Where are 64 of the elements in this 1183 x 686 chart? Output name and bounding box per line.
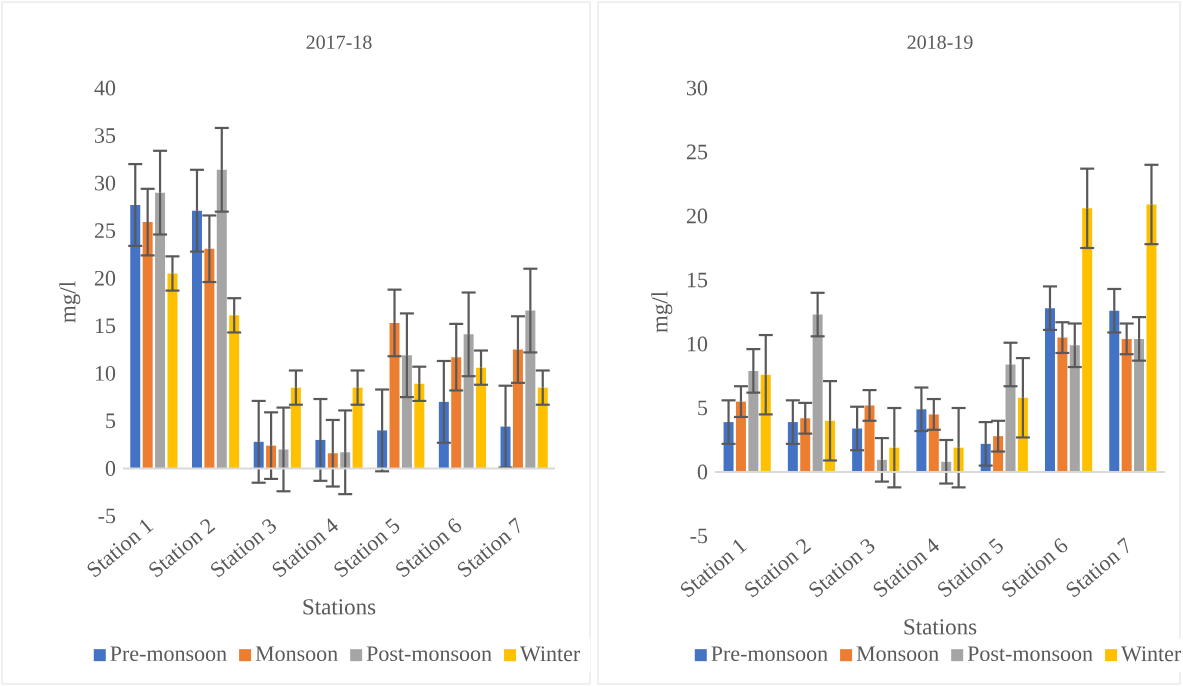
chart-title: 2018-19 (907, 35, 973, 49)
bar (1121, 338, 1132, 473)
bar (476, 367, 487, 469)
bar (463, 334, 474, 469)
legend-label: Post-monsoon (366, 646, 492, 662)
legend-label: Winter (1121, 646, 1182, 662)
bar (130, 205, 141, 469)
bar (812, 314, 823, 473)
y-tick-label: 5 (698, 400, 708, 416)
bar (537, 387, 548, 469)
bar (1146, 204, 1157, 473)
y-tick-label: 20 (94, 270, 116, 286)
chart-title: 2017-18 (306, 35, 372, 50)
y-tick-label: 10 (687, 336, 708, 352)
bar (1005, 364, 1016, 473)
bar (1109, 310, 1120, 473)
bar (1069, 345, 1080, 473)
bar (1134, 338, 1145, 473)
y-tick-label: 0 (105, 461, 116, 476)
y-tick-label: 30 (687, 80, 708, 96)
y-axis-title: mg/l (59, 281, 81, 323)
y-tick-label: 35 (95, 128, 116, 143)
legend-label: Post-monsoon (967, 646, 1093, 662)
legend-label: Pre-monsoon (110, 646, 227, 662)
y-tick-label: 10 (95, 365, 116, 381)
bar (142, 222, 153, 469)
y-tick-label: 25 (94, 223, 116, 239)
bar (191, 210, 202, 469)
bar (748, 370, 759, 473)
y-tick-label: 25 (686, 144, 708, 160)
legend-label: Pre-monsoon (711, 646, 828, 662)
bar (512, 349, 523, 469)
bar (525, 310, 536, 469)
y-tick-label: 40 (94, 80, 116, 96)
y-tick-label: -5 (98, 508, 116, 524)
legend-label: Winter (520, 646, 581, 662)
bar (389, 322, 400, 469)
legend-label: Monsoon (856, 646, 939, 662)
bar (1057, 337, 1068, 473)
x-axis-title: Stations (303, 599, 376, 615)
bar (155, 192, 166, 469)
y-tick-label: 5 (106, 413, 116, 429)
y-tick-label: 15 (687, 272, 708, 288)
bar (735, 401, 746, 473)
bar (401, 355, 412, 469)
bar (800, 418, 811, 473)
y-tick-label: -5 (690, 528, 708, 544)
bar (229, 315, 240, 469)
bar (1044, 308, 1055, 473)
y-axis-title: mg/l (651, 291, 673, 333)
x-axis-title: Stations (904, 619, 977, 635)
y-tick-label: 0 (697, 464, 708, 480)
y-tick-label: 30 (95, 175, 116, 191)
bar (414, 383, 425, 469)
y-tick-label: 15 (95, 318, 116, 334)
bar (204, 248, 215, 469)
bar (1082, 208, 1093, 473)
bar (167, 273, 178, 469)
y-tick-label: 20 (686, 208, 708, 224)
bar (290, 387, 301, 469)
bar (352, 387, 363, 469)
bar (216, 169, 227, 469)
legend-label: Monsoon (255, 646, 338, 662)
bar (864, 405, 875, 473)
